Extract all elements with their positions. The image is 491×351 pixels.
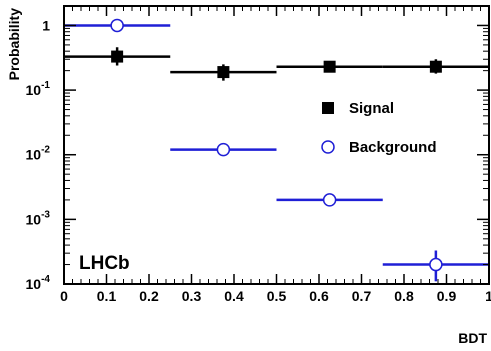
x-tick-label: 1: [485, 288, 491, 304]
plot-marks: [65, 18, 488, 282]
signal-marker: [217, 66, 230, 79]
y-tick-label: 1: [42, 17, 50, 33]
axes: 0 0.1 0.2 0.3 0.4 0.5 0.6 0.7 0.8 0.9 1 1 10-1 10-2 10…: [26, 6, 491, 304]
background-marker: [429, 257, 443, 272]
x-tick-label: 0.6: [309, 288, 329, 304]
x-tick-label: 0.4: [224, 288, 244, 304]
x-tick-label: 0.3: [182, 288, 202, 304]
x-tick-label: 0: [60, 288, 68, 304]
signal-marker: [111, 50, 124, 63]
lhcb-label: LHCb: [79, 253, 130, 274]
legend-background-marker: [321, 140, 335, 154]
y-tick-label: 10-1: [26, 80, 51, 98]
legend-label-background: Background: [349, 139, 437, 156]
x-tick-label: 0.7: [352, 288, 372, 304]
background-marker: [110, 18, 124, 33]
x-tick-label: 0.2: [139, 288, 159, 304]
y-axis-title: Probability: [6, 8, 22, 81]
background-marker: [216, 142, 231, 157]
x-tick-label: 0.1: [97, 288, 117, 304]
legend-label-signal: Signal: [349, 100, 394, 117]
series-background: [65, 18, 488, 282]
x-tick-label: 0.8: [394, 288, 414, 304]
x-tick-label: 0.5: [267, 288, 287, 304]
y-tick-label: 10-4: [26, 274, 51, 292]
background-marker: [322, 193, 337, 207]
y-tick-label: 10-2: [26, 145, 51, 163]
x-axis-title: BDT: [458, 330, 487, 346]
x-tick-label: 0.9: [437, 288, 457, 304]
legend: Signal Background: [321, 100, 437, 156]
series-signal: [65, 47, 488, 81]
signal-marker: [323, 60, 336, 73]
y-tick-label: 10-3: [26, 209, 51, 227]
legend-signal-marker: [322, 102, 334, 114]
signal-marker: [429, 60, 442, 73]
